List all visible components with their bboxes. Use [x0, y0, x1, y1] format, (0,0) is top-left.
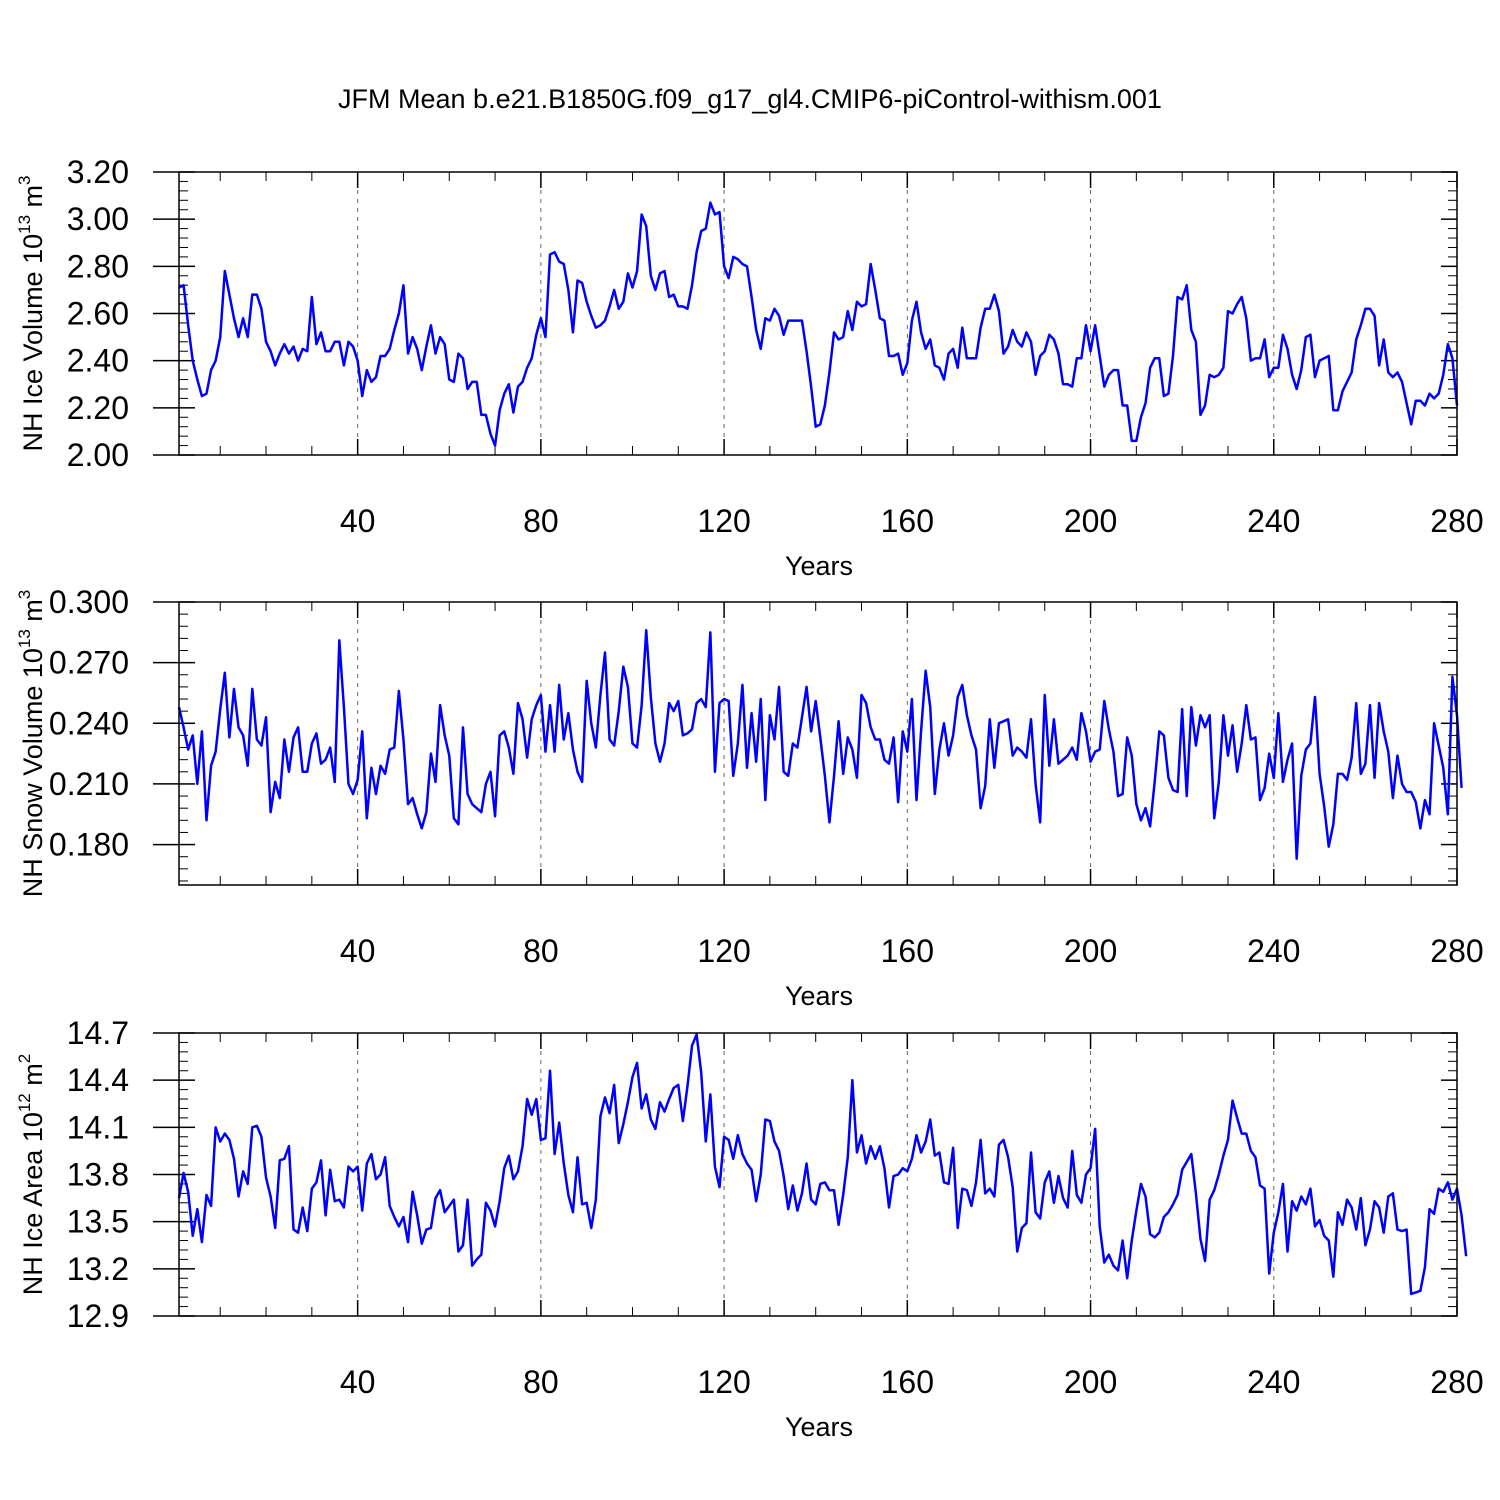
y-axis-label: NH Ice Volume 1013 m3 — [15, 176, 48, 452]
y-tick-label: 13.2 — [67, 1251, 129, 1287]
y-tick-label: 0.300 — [49, 584, 129, 620]
y-tick-label: 3.20 — [67, 154, 129, 190]
y-tick-label: 0.270 — [49, 645, 129, 681]
x-tick-label: 200 — [1064, 503, 1117, 539]
y-tick-label: 14.1 — [67, 1109, 129, 1145]
y-tick-label: 2.60 — [67, 296, 129, 332]
x-tick-label: 160 — [881, 933, 934, 969]
x-tick-label: 80 — [523, 1364, 559, 1400]
plot-frame — [178, 171, 1458, 456]
x-tick-label: 120 — [697, 503, 750, 539]
y-tick-label: 2.20 — [67, 390, 129, 426]
panel-2: 40 80 120 160 200 240 280 0.180 0.210 0.240 0.270 0… — [15, 584, 1484, 1011]
x-tick-label: 80 — [523, 503, 559, 539]
x-axis-label: Years — [785, 981, 853, 1011]
y-tick-label: 0.240 — [49, 705, 129, 741]
y-tick-label: 14.4 — [67, 1062, 129, 1098]
y-tick-label: 12.9 — [67, 1298, 129, 1334]
figure-title: JFM Mean b.e21.B1850G.f09_g17_gl4.CMIP6-… — [338, 84, 1162, 114]
x-axis-label: Years — [785, 1412, 853, 1442]
panel-3: 40 80 120 160 200 240 280 12.9 13.2 13.5 13.8 14.1 1… — [15, 1015, 1484, 1442]
plot-frame — [178, 601, 1458, 886]
series-line — [177, 1033, 1468, 1296]
panel-1: 40 80 120 160 200 240 280 2.00 2.20 2.40 2.60 2.80 3… — [15, 154, 1484, 581]
series-line — [177, 629, 1463, 860]
x-tick-label: 240 — [1247, 1364, 1300, 1400]
series-line — [178, 201, 1459, 447]
x-tick-label: 200 — [1064, 933, 1117, 969]
plot-frame — [178, 1032, 1458, 1317]
x-tick-label: 160 — [881, 1364, 934, 1400]
y-axis-label: NH Ice Area 1012 m2 — [15, 1054, 48, 1295]
x-tick-label: 280 — [1430, 503, 1483, 539]
x-tick-label: 160 — [881, 503, 934, 539]
x-tick-label: 40 — [340, 503, 376, 539]
x-tick-label: 80 — [523, 933, 559, 969]
y-tick-label: 13.5 — [67, 1204, 129, 1240]
y-tick-label: 2.80 — [67, 248, 129, 284]
y-tick-label: 3.00 — [67, 201, 129, 237]
y-tick-label: 13.8 — [67, 1157, 129, 1193]
y-tick-label: 2.40 — [67, 343, 129, 379]
y-tick-label: 14.7 — [67, 1015, 129, 1051]
x-tick-label: 120 — [697, 933, 750, 969]
x-tick-label: 40 — [340, 1364, 376, 1400]
x-tick-label: 240 — [1247, 503, 1300, 539]
x-tick-label: 280 — [1430, 1364, 1483, 1400]
x-tick-label: 40 — [340, 933, 376, 969]
x-tick-label: 240 — [1247, 933, 1300, 969]
y-axis-label: NH Snow Volume 1013 m3 — [15, 590, 48, 898]
x-tick-label: 280 — [1430, 933, 1483, 969]
y-tick-label: 0.180 — [49, 827, 129, 863]
y-tick-label: 0.210 — [49, 766, 129, 802]
y-tick-label: 2.00 — [67, 437, 129, 473]
x-axis-label: Years — [785, 551, 853, 581]
x-tick-label: 120 — [697, 1364, 750, 1400]
x-tick-label: 200 — [1064, 1364, 1117, 1400]
